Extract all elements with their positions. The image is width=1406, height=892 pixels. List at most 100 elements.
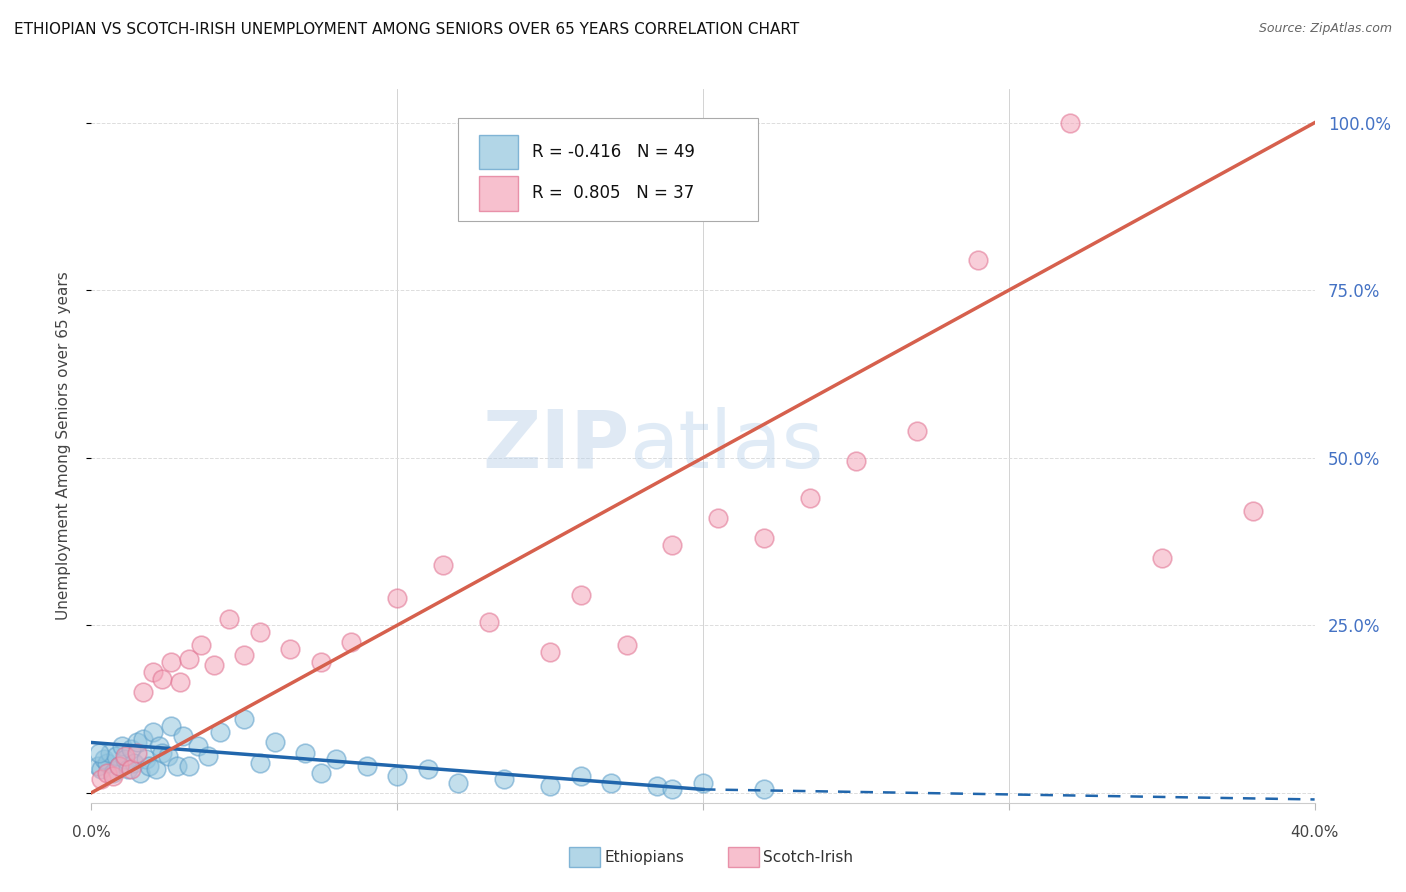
Point xyxy=(87,746,110,760)
Point xyxy=(661,782,683,797)
Point xyxy=(127,746,149,760)
Bar xyxy=(479,177,519,211)
Point xyxy=(1150,551,1173,566)
Point xyxy=(114,748,136,763)
Point xyxy=(356,759,378,773)
Point xyxy=(108,759,131,773)
Point xyxy=(385,769,409,783)
FancyBboxPatch shape xyxy=(458,118,758,221)
Text: ZIP: ZIP xyxy=(482,407,630,485)
Point xyxy=(108,759,131,773)
Point xyxy=(845,454,868,468)
Point xyxy=(117,762,139,776)
Point xyxy=(166,759,188,773)
Point xyxy=(114,752,136,766)
Point xyxy=(208,725,231,739)
Point xyxy=(661,538,683,552)
Bar xyxy=(479,135,519,169)
Point xyxy=(138,759,160,773)
Point xyxy=(1059,116,1081,130)
Text: 0.0%: 0.0% xyxy=(72,825,111,840)
Point xyxy=(111,739,134,753)
Point xyxy=(416,762,439,776)
Point xyxy=(101,769,124,783)
Point xyxy=(294,746,316,760)
Point xyxy=(169,675,191,690)
Point xyxy=(538,779,561,793)
Point xyxy=(197,748,219,763)
Point xyxy=(249,756,271,770)
Point xyxy=(90,762,112,776)
Point xyxy=(96,756,118,770)
Point xyxy=(707,511,730,525)
Point xyxy=(122,756,145,770)
Text: 40.0%: 40.0% xyxy=(1291,825,1339,840)
Point xyxy=(264,735,287,749)
Point xyxy=(1243,504,1265,518)
Point xyxy=(96,765,118,780)
Point xyxy=(432,558,454,572)
Point xyxy=(160,655,183,669)
Point xyxy=(447,775,470,789)
Text: R =  0.805   N = 37: R = 0.805 N = 37 xyxy=(531,185,695,202)
Point xyxy=(340,635,363,649)
Point xyxy=(692,775,714,789)
Point xyxy=(754,531,776,545)
Point xyxy=(249,624,271,639)
Point xyxy=(616,638,638,652)
Point xyxy=(120,742,142,756)
Point xyxy=(799,491,821,505)
Y-axis label: Unemployment Among Seniors over 65 years: Unemployment Among Seniors over 65 years xyxy=(56,272,70,620)
Point xyxy=(179,759,201,773)
Text: Ethiopians: Ethiopians xyxy=(605,850,685,864)
Point xyxy=(202,658,225,673)
Point xyxy=(278,641,301,656)
Point xyxy=(104,748,127,763)
Text: R = -0.416   N = 49: R = -0.416 N = 49 xyxy=(531,143,695,161)
Point xyxy=(101,765,124,780)
Point xyxy=(120,762,142,776)
Point xyxy=(569,769,592,783)
Point xyxy=(600,775,623,789)
Point xyxy=(135,752,157,766)
Point xyxy=(967,253,990,268)
Point xyxy=(127,735,149,749)
Point xyxy=(86,759,108,773)
Point xyxy=(150,746,173,760)
Text: ETHIOPIAN VS SCOTCH-IRISH UNEMPLOYMENT AMONG SENIORS OVER 65 YEARS CORRELATION C: ETHIOPIAN VS SCOTCH-IRISH UNEMPLOYMENT A… xyxy=(14,22,799,37)
Point xyxy=(129,765,152,780)
Point xyxy=(325,752,347,766)
Point xyxy=(309,655,332,669)
Point xyxy=(93,752,115,766)
Point xyxy=(309,765,332,780)
Point xyxy=(132,732,155,747)
Point xyxy=(148,739,170,753)
Text: Source: ZipAtlas.com: Source: ZipAtlas.com xyxy=(1258,22,1392,36)
Text: atlas: atlas xyxy=(630,407,824,485)
Text: Scotch-Irish: Scotch-Irish xyxy=(763,850,853,864)
Point xyxy=(569,588,592,602)
Point xyxy=(90,772,112,787)
Point xyxy=(190,638,212,652)
Point xyxy=(150,672,173,686)
Point xyxy=(156,748,179,763)
Point xyxy=(187,739,209,753)
Point xyxy=(905,424,928,438)
Point xyxy=(172,729,194,743)
Point xyxy=(645,779,668,793)
Point xyxy=(141,665,163,680)
Point xyxy=(141,725,163,739)
Point xyxy=(160,719,183,733)
Point xyxy=(478,615,501,629)
Point xyxy=(132,685,155,699)
Point xyxy=(98,746,121,760)
Point xyxy=(754,782,776,797)
Point xyxy=(494,772,516,787)
Point xyxy=(233,712,256,726)
Point xyxy=(538,645,561,659)
Point xyxy=(233,648,256,663)
Point xyxy=(179,651,201,665)
Point xyxy=(385,591,409,606)
Point xyxy=(218,611,240,625)
Point xyxy=(145,762,167,776)
